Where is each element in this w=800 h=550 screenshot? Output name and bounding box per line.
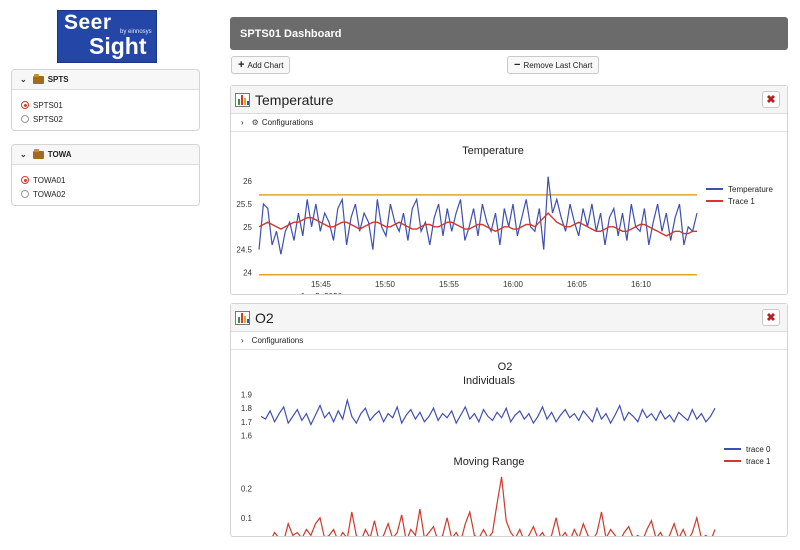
sidebar-group-towa: ⌄ TOWA TOWA01 TOWA02: [11, 144, 200, 206]
chart-subtitle-moving-range: Moving Range: [454, 456, 525, 468]
folder-icon: [32, 148, 44, 159]
add-chart-button[interactable]: + Add Chart: [231, 56, 291, 74]
gear-icon: ⚙: [251, 118, 259, 127]
series-line: [258, 176, 698, 255]
y-tick-label: 1.6: [241, 431, 253, 440]
x-date-label: Jan 5, 2026: [300, 292, 342, 294]
chart-card-header: O2 ✖: [231, 304, 787, 332]
sidebar-item-label: TOWA02: [33, 189, 66, 199]
chart-card-title: O2: [255, 309, 274, 326]
close-icon: ✖: [766, 312, 776, 324]
y-tick-label: 25.5: [236, 200, 252, 209]
o2-chart: O2 Individuals Moving Range 1.9 1.8 1.7 1.6 0.2…: [241, 361, 771, 550]
legend-label: trace 1: [746, 457, 771, 466]
legend-label: Trace 1: [728, 197, 755, 206]
sidebar-group-header[interactable]: ⌄ SPTS: [12, 70, 199, 90]
series-line-individuals: [260, 397, 716, 426]
close-icon: ✖: [766, 94, 776, 106]
dashboard-title-bar: SPTS01 Dashboard: [230, 17, 788, 50]
series-line: [258, 212, 697, 237]
sidebar-item-towa01[interactable]: TOWA01: [21, 173, 199, 187]
temperature-chart: Temperature 26 25.5 25 24.5 24 15:45 15:50 15:55…: [236, 145, 773, 301]
sidebar-item-towa02[interactable]: TOWA02: [21, 187, 199, 201]
x-tick-label: 16:00: [503, 280, 524, 289]
configurations-label: Configurations: [251, 336, 304, 345]
logo-word-sight: Sight: [89, 33, 147, 59]
chart-subtitle-individuals: Individuals: [463, 375, 515, 387]
chart-card-temperature: Temperature ✖ › ⚙ Configurations Tempera…: [230, 85, 788, 301]
x-tick-label: 15:55: [439, 280, 460, 289]
sidebar-group-title: SPTS: [47, 75, 69, 84]
close-chart-button[interactable]: ✖: [762, 91, 780, 108]
sidebar-item-spts01[interactable]: SPTS01: [21, 98, 199, 112]
sidebar-item-label: TOWA01: [33, 175, 66, 185]
y-tick-label: 0.2: [241, 485, 253, 494]
chevron-right-icon: ›: [241, 336, 244, 345]
close-chart-button[interactable]: ✖: [762, 309, 780, 326]
logo-word-seer: Seer: [64, 11, 112, 34]
y-tick-label: 1.7: [241, 418, 253, 427]
y-tick-label: 0.1: [241, 514, 253, 523]
chart-card-header: Temperature ✖: [231, 86, 787, 114]
chart-card-o2: O2 ✖ › Configurations O2 Individuals Movin…: [230, 303, 788, 550]
sidebar-group-header[interactable]: ⌄ TOWA: [12, 145, 199, 165]
legend-label: trace 0: [746, 445, 771, 454]
radio-unselected-icon[interactable]: [21, 115, 29, 123]
y-tick-label: 24: [243, 268, 252, 277]
chart-card-title: Temperature: [255, 91, 334, 108]
radio-selected-icon[interactable]: [21, 101, 29, 109]
seersight-logo: Seer by einnosys Sight: [57, 10, 157, 63]
x-tick-label: 15:45: [311, 280, 332, 289]
bar-chart-icon: [235, 92, 250, 107]
y-tick-label: 26: [243, 177, 252, 186]
folder-icon: [32, 73, 44, 84]
configurations-toggle[interactable]: › ⚙ Configurations: [231, 114, 787, 132]
x-tick-label: 16:10: [631, 280, 652, 289]
sidebar-item-spts02[interactable]: SPTS02: [21, 112, 199, 126]
chevron-down-icon[interactable]: ⌄: [20, 150, 27, 159]
chart-title: O2: [498, 361, 513, 373]
sidebar-item-label: SPTS02: [33, 114, 63, 124]
configurations-label: Configurations: [261, 118, 314, 127]
logo-byline: by einnosys: [120, 29, 152, 35]
plus-icon: +: [238, 59, 245, 71]
configurations-toggle[interactable]: › Configurations: [231, 332, 787, 350]
bar-chart-icon: [235, 310, 250, 325]
radio-selected-icon[interactable]: [21, 176, 29, 184]
minus-icon: −: [514, 59, 521, 71]
sidebar-group-title: TOWA: [47, 150, 72, 159]
y-tick-label: 25: [243, 223, 252, 232]
chevron-down-icon[interactable]: ⌄: [20, 75, 27, 84]
page-title: SPTS01 Dashboard: [240, 27, 342, 40]
add-chart-label: Add Chart: [247, 60, 284, 70]
sidebar-item-label: SPTS01: [33, 100, 63, 110]
remove-last-chart-button[interactable]: − Remove Last Chart: [507, 56, 600, 74]
x-tick-label: 15:50: [375, 280, 396, 289]
x-tick-label: 16:05: [567, 280, 588, 289]
chart-title: Temperature: [462, 145, 524, 157]
chevron-right-icon: ›: [241, 118, 244, 127]
y-tick-label: 1.8: [241, 404, 253, 413]
sidebar-group-spts: ⌄ SPTS SPTS01 SPTS02: [11, 69, 200, 131]
y-tick-label: 1.9: [241, 391, 253, 400]
series-line-moving-range: [260, 476, 716, 544]
y-tick-label: 24.5: [236, 246, 252, 255]
radio-unselected-icon[interactable]: [21, 190, 29, 198]
remove-chart-label: Remove Last Chart: [523, 60, 593, 70]
legend-label: Temperature: [728, 185, 773, 194]
